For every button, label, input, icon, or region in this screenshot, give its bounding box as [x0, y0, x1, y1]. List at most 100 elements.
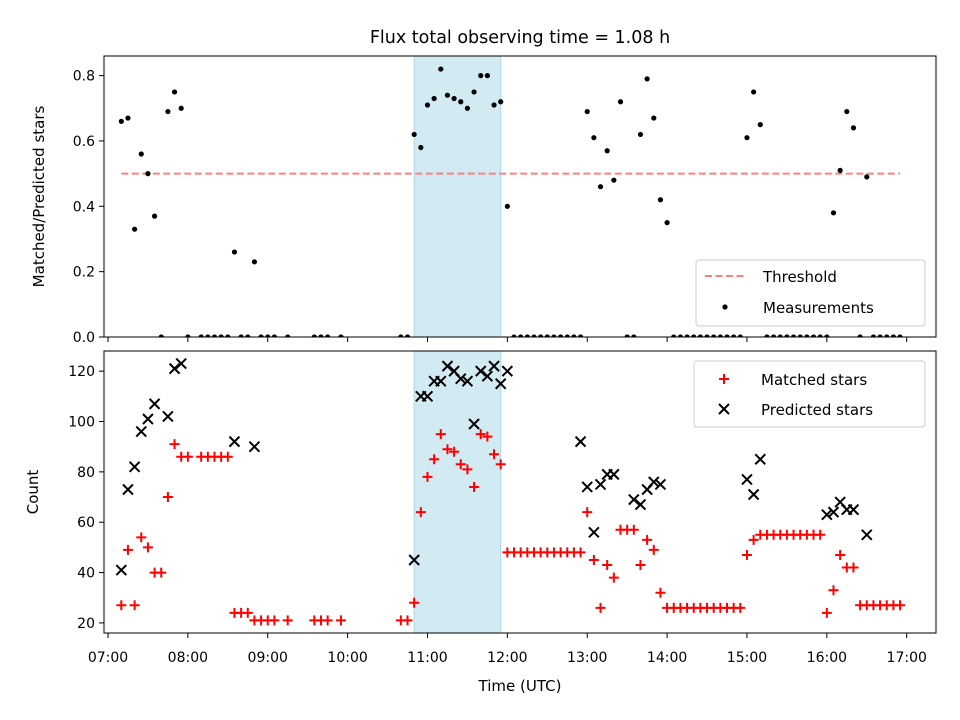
x-axis-label: Time (UTC) [478, 677, 562, 695]
matched-star-point [475, 429, 486, 440]
measurement-point [731, 334, 737, 337]
legend-measurement-label: Measurements [763, 299, 874, 317]
legend-matched-swatch [719, 374, 729, 384]
measurement-point [451, 95, 457, 102]
matched-star-point [741, 549, 752, 560]
measurement-point [478, 73, 484, 79]
measurement-point [518, 334, 524, 337]
measurement-point [484, 73, 490, 79]
matched-star-point [222, 451, 233, 462]
measurement-point [145, 171, 151, 177]
matched-star-point [642, 534, 653, 545]
observing-window-shade [413, 351, 502, 633]
top-y-tick-label: 0.2 [73, 265, 95, 281]
measurement-point [251, 259, 258, 265]
matched-star-point [422, 471, 433, 482]
legend-measurement-swatch [722, 304, 728, 310]
measurement-point [178, 105, 184, 111]
matched-star-point [628, 524, 639, 535]
matched-star-point [242, 607, 253, 618]
matched-star-point [848, 562, 859, 573]
top-y-tick-label: 0.6 [73, 134, 95, 150]
predicted-star-point [162, 410, 174, 423]
measurement-point [571, 334, 577, 337]
measurement-point [877, 334, 883, 337]
top-legend-box [695, 259, 926, 327]
predicted-star-point [628, 493, 640, 506]
matched-star-point [595, 602, 606, 613]
measurement-point [677, 334, 684, 337]
matched-star-point [335, 615, 346, 626]
measurement-point [664, 220, 670, 226]
matched-star-point [129, 600, 140, 611]
predicted-star-point [481, 370, 494, 382]
measurement-point [231, 249, 238, 255]
measurement-point [611, 177, 617, 183]
predicted-star-point [501, 365, 514, 377]
measurement-point [764, 334, 770, 337]
bottom-panel: 20 40 60 80 100 120 07:00 08:00 09:00 10:00 11:00… [24, 350, 937, 695]
predicted-star-point [475, 365, 487, 377]
predicted-star-point [228, 435, 241, 448]
bottom-y-tick-label: 40 [77, 566, 95, 582]
measurement-point [751, 89, 757, 95]
x-tick-label: 12:00 [487, 650, 527, 666]
matched-star-point [635, 560, 646, 571]
matched-star-point [602, 560, 613, 571]
matched-star-point [821, 607, 832, 618]
measurement-point [804, 334, 810, 337]
matched-star-point [429, 454, 440, 465]
matched-star-point [462, 464, 473, 475]
measurement-point [757, 122, 763, 128]
predicted-star-point [574, 435, 587, 448]
predicted-star-point [128, 461, 141, 473]
measurement-point [797, 334, 803, 337]
matched-star-point [895, 600, 906, 611]
predicted-star-point [135, 425, 147, 438]
measurement-point [132, 226, 138, 232]
legend-matched-label: Matched stars [761, 371, 867, 389]
matched-star-point [402, 615, 413, 626]
measurement-point [158, 334, 164, 337]
measurement-point [790, 334, 797, 337]
measurement-point [211, 334, 218, 337]
matched-star-point [156, 567, 167, 578]
x-tick-label: 14:00 [647, 650, 687, 666]
matched-star-point [455, 459, 466, 470]
predicted-star-point [115, 564, 128, 576]
matched-star-point [435, 429, 446, 440]
x-tick-label: 07:00 [88, 650, 128, 666]
bottom-y-axis-label: Count [24, 470, 42, 515]
matched-star-point [409, 597, 420, 608]
measurement-point [424, 102, 431, 108]
predicted-star-point [461, 375, 474, 387]
measurement-point [864, 174, 870, 180]
x-tick-label: 15:00 [727, 650, 767, 666]
measurement-point [118, 118, 124, 124]
matched-star-point [162, 492, 173, 503]
predicted-star-point [421, 390, 434, 403]
predicted-star-point [747, 488, 760, 501]
measurement-point [817, 334, 823, 337]
measurement-point [591, 135, 597, 141]
matched-star-point [828, 585, 839, 596]
measurement-point [311, 334, 317, 337]
bottom-legend-box [693, 360, 926, 428]
legend-predicted-swatch [718, 403, 730, 415]
measurement-point [671, 334, 677, 337]
matched-star-point [495, 459, 506, 470]
measurement-point [464, 105, 471, 111]
matched-star-point [489, 449, 500, 460]
measurement-point [524, 334, 530, 337]
matched-star-point [648, 544, 659, 555]
matched-star-point [575, 547, 586, 558]
measurement-point [617, 99, 624, 105]
measurement-point [857, 334, 863, 337]
bottom-y-tick-label: 120 [68, 364, 95, 380]
matched-star-point [655, 587, 666, 598]
measurement-point [285, 334, 291, 337]
predicted-star-point [588, 526, 600, 538]
measurement-point [717, 334, 723, 337]
top-axes-frame [103, 55, 937, 338]
